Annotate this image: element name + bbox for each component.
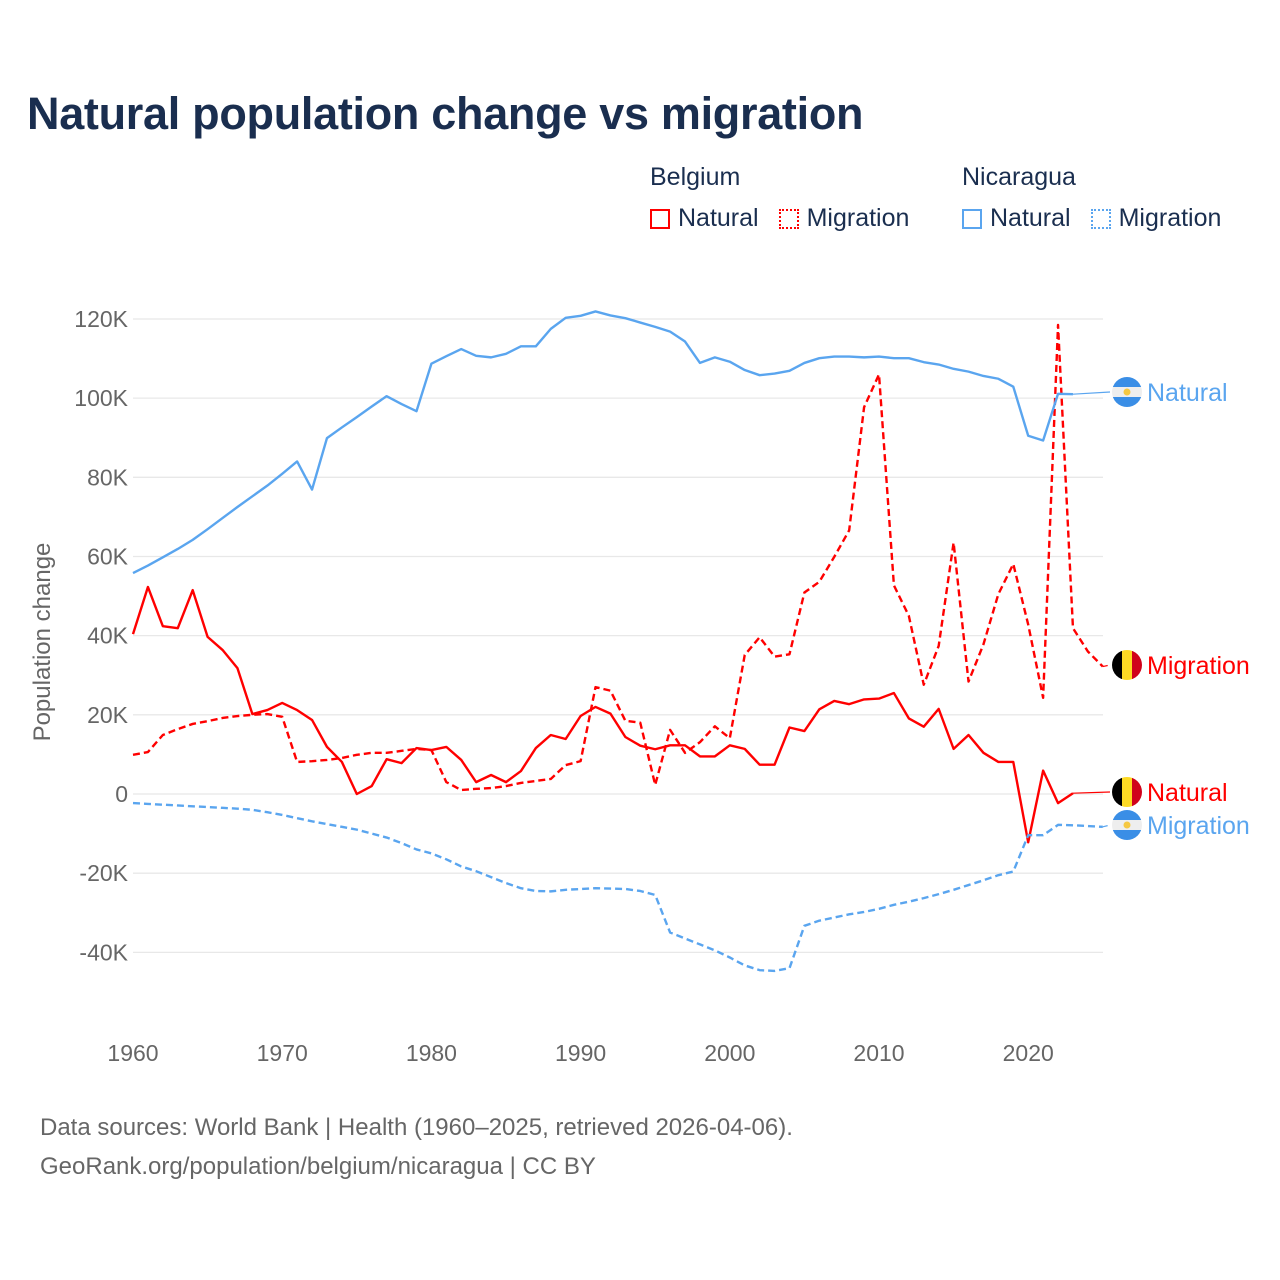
x-tick-label: 1970 (257, 1040, 308, 1066)
flag-stripe (1112, 830, 1142, 840)
belgium-flag-icon (1112, 650, 1142, 680)
flag-stripe (1132, 777, 1142, 807)
x-tick-label: 2020 (1003, 1040, 1054, 1066)
legend-group-nicaragua-title: Nicaragua (962, 163, 1076, 191)
series-end-label: Natural (1147, 779, 1228, 807)
y-tick-label: -20K (79, 860, 128, 886)
legend-label: Migration (806, 204, 910, 232)
legend-item-nicaragua-migration[interactable]: Migration (1090, 204, 1222, 233)
nicaragua-flag-icon (1112, 810, 1142, 840)
legend-swatch-solid-blue (962, 208, 982, 229)
flag-emblem (1123, 821, 1131, 829)
belgium-flag-icon (1112, 777, 1142, 807)
flag-emblem (1123, 388, 1131, 396)
flag-stripe (1112, 777, 1122, 807)
legend-item-nicaragua-natural[interactable]: Natural (962, 204, 1071, 233)
y-tick-label: 120K (74, 306, 128, 332)
flag-stripe (1132, 650, 1142, 680)
series-line-belgium-migration (132, 323, 1104, 792)
label-connector (1102, 824, 1111, 828)
x-tick-label: 2010 (853, 1040, 904, 1066)
x-tick-label: 1960 (107, 1040, 158, 1066)
chart-title: Natural population change vs migration (27, 88, 864, 139)
nicaragua-flag-icon (1112, 377, 1142, 407)
flag-stripe (1112, 650, 1122, 680)
legend-swatch-dotted-blue (1090, 208, 1111, 229)
legend-group-belgium-title: Belgium (650, 163, 741, 191)
series-end-label: Migration (1147, 652, 1250, 680)
label-connector (1072, 391, 1111, 395)
series-line-nicaragua-natural (132, 310, 1073, 575)
series-line-belgium-natural (131, 585, 1074, 844)
flag-stripe (1112, 377, 1142, 387)
legend-belgium: Natural Migration (650, 204, 929, 233)
label-connector (1072, 791, 1111, 794)
flag-stripe (1112, 397, 1142, 407)
series-end-label: Natural (1147, 379, 1228, 407)
y-tick-label: 40K (87, 623, 129, 649)
x-tick-label: 1990 (555, 1040, 606, 1066)
legend-swatch-dotted-red (778, 208, 799, 229)
legend-label: Natural (678, 204, 759, 232)
y-axis-label: Population change (29, 543, 56, 742)
series-end-label: Migration (1147, 812, 1250, 840)
x-tick-label: 2000 (704, 1040, 755, 1066)
label-connector (1102, 664, 1111, 668)
legend-item-belgium-migration[interactable]: Migration (778, 204, 910, 233)
flag-stripe (1122, 650, 1132, 680)
source-line: Data sources: World Bank | Health (1960–… (40, 1114, 793, 1141)
flag-stripe (1112, 810, 1142, 820)
legend-label: Migration (1118, 204, 1222, 232)
y-tick-label: 20K (87, 702, 129, 728)
legend-item-belgium-natural[interactable]: Natural (650, 204, 759, 233)
legend-swatch-solid-red (650, 208, 670, 229)
y-tick-label: 0 (115, 781, 128, 807)
flag-stripe (1122, 777, 1132, 807)
source-link[interactable]: GeoRank.org/population/belgium/nicaragua… (40, 1153, 596, 1180)
series-line-nicaragua-migration (132, 801, 1103, 973)
y-tick-label: 100K (74, 385, 128, 411)
x-tick-label: 1980 (406, 1040, 457, 1066)
y-tick-label: 80K (87, 464, 129, 490)
legend-nicaragua: Natural Migration (962, 204, 1241, 233)
y-tick-label: -40K (79, 939, 128, 965)
legend-label: Natural (990, 204, 1071, 232)
y-tick-label: 60K (87, 543, 129, 569)
source-note: Data sources: World Bank | Health (1960–… (40, 1108, 793, 1186)
